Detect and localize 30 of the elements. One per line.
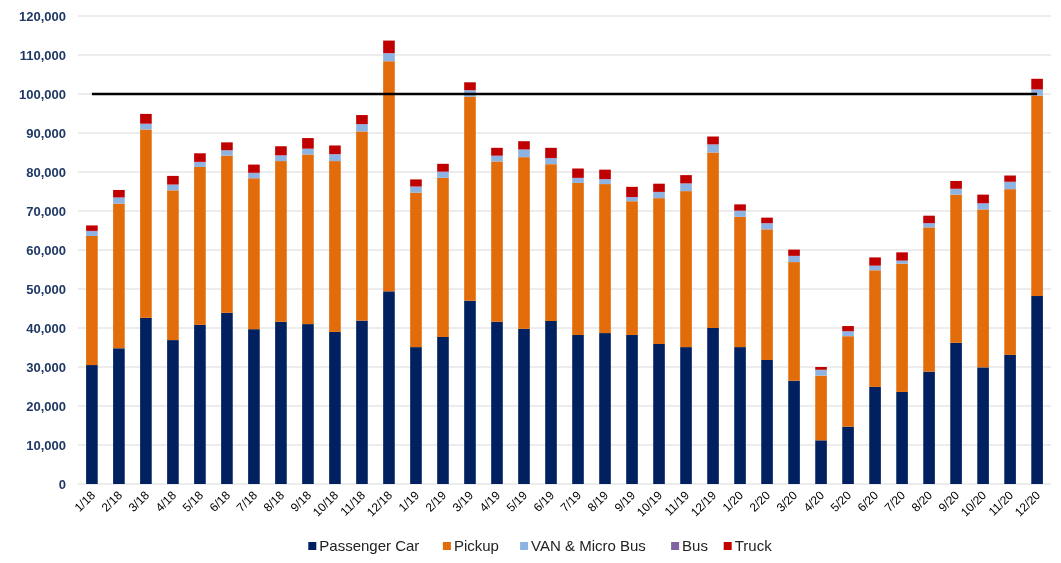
y-tick-label: 100,000	[19, 86, 66, 102]
legend-label: Pickup	[453, 537, 499, 554]
y-tick-label: 70,000	[26, 203, 66, 219]
y-tick-label: 120,000	[19, 8, 66, 24]
y-tick-label: 60,000	[26, 242, 66, 258]
legend-label: Passenger Car	[319, 537, 420, 554]
y-tick-label: 90,000	[26, 125, 66, 141]
x-tick-label: 4/19	[476, 487, 504, 515]
y-tick-label: 50,000	[26, 281, 66, 297]
y-tick-label: 80,000	[26, 164, 66, 180]
y-tick-label: 40,000	[26, 320, 66, 336]
x-tick-label: 8/19	[584, 487, 612, 515]
x-tick-label: 4/20	[800, 487, 828, 515]
legend-label: VAN & Micro Bus	[531, 537, 646, 554]
x-tick-label: 6/18	[206, 487, 234, 515]
x-tick-label: 7/18	[233, 487, 261, 515]
legend-label: Truck	[734, 537, 773, 554]
x-tick-label: 7/20	[881, 487, 909, 515]
y-tick-label: 10,000	[26, 437, 66, 453]
legend-label: Bus	[682, 537, 708, 554]
y-tick-label: 20,000	[26, 398, 66, 414]
x-tick-label: 6/20	[854, 487, 882, 515]
x-tick-label: 8/18	[260, 487, 288, 515]
y-tick-label: 110,000	[19, 47, 66, 63]
y-tick-label: 30,000	[26, 359, 66, 375]
x-tick-label: 6/19	[530, 487, 558, 515]
x-tick-label: 8/20	[908, 487, 936, 515]
x-tick-label: 7/19	[557, 487, 585, 515]
y-tick-label: 0	[58, 476, 66, 492]
x-tick-label: 4/18	[152, 487, 180, 515]
